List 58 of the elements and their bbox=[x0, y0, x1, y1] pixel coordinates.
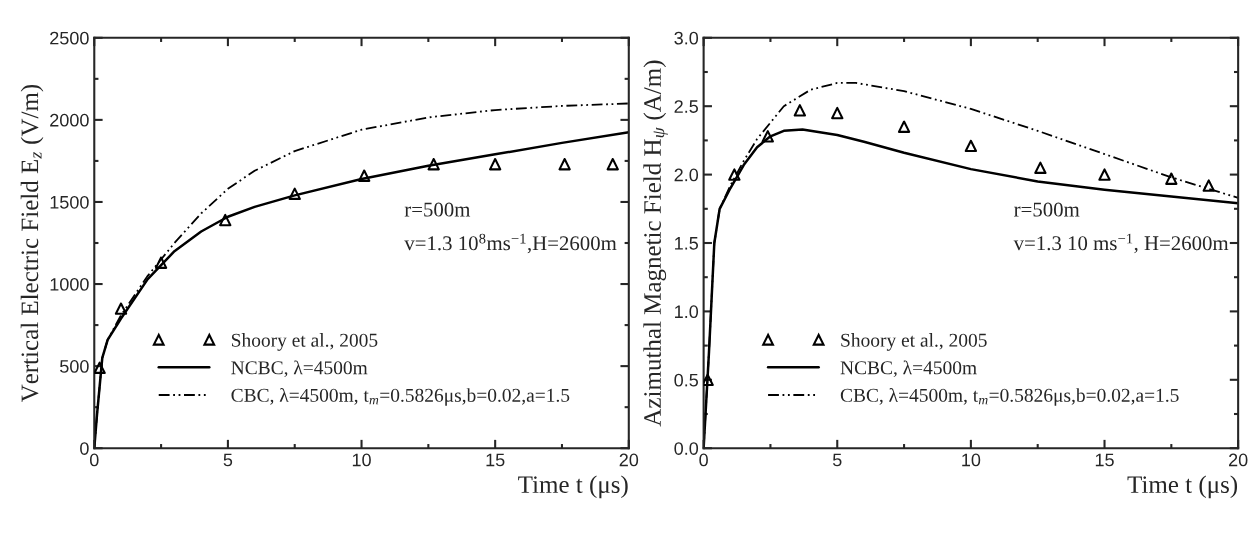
point bbox=[154, 256, 168, 269]
point bbox=[288, 187, 301, 200]
point bbox=[964, 139, 978, 153]
annotation: v=1.3 10$^{8}$ms$^{−1}$,H=2600m bbox=[404, 233, 617, 254]
y-tick-label: 1000 bbox=[50, 277, 89, 291]
annotation: r=500m bbox=[1014, 202, 1080, 217]
point bbox=[703, 373, 714, 386]
y-tick-label: 2.0 bbox=[674, 168, 699, 182]
x-axis-title: Time t (μs) bbox=[1127, 475, 1238, 499]
y-axis-title: Vertical Electric Field E$_{z}$ (V/m) bbox=[20, 84, 44, 403]
point bbox=[728, 168, 741, 181]
y-tick-label: 2000 bbox=[50, 113, 89, 127]
x-tick-label: 10 bbox=[352, 453, 371, 467]
y-tick-label: 2.5 bbox=[674, 100, 699, 113]
y-tick-label: 3.0 bbox=[674, 31, 699, 45]
point bbox=[1098, 168, 1111, 181]
x-tick-label: 0 bbox=[89, 453, 99, 467]
annotation: r=500m bbox=[404, 202, 471, 217]
x-tick-label: 15 bbox=[1095, 453, 1114, 467]
point bbox=[606, 158, 619, 171]
y-tick-label: 0.0 bbox=[674, 442, 699, 455]
point bbox=[897, 120, 911, 133]
legend-label: Shoory et al., 2005 bbox=[231, 333, 378, 351]
x-tick-label: 15 bbox=[486, 453, 505, 467]
point bbox=[219, 213, 232, 227]
x-tick-label: 5 bbox=[832, 453, 842, 467]
point bbox=[358, 169, 371, 182]
point bbox=[427, 158, 440, 171]
point bbox=[1202, 179, 1215, 192]
annotation: v=1.3 10 ms$^{−1}$, H=2600m bbox=[1013, 233, 1229, 254]
x-tick-label: 5 bbox=[223, 453, 233, 467]
point bbox=[114, 302, 128, 315]
y-tick-label: 2500 bbox=[50, 31, 89, 45]
x-tick-label: 10 bbox=[962, 453, 981, 467]
y-tick-label: 1.0 bbox=[675, 305, 699, 319]
point bbox=[488, 158, 502, 171]
legend-label: CBC, λ=4500m, t$_{m}$=0.5826μs,b=0.02,a=1.5 bbox=[231, 387, 570, 406]
point bbox=[1165, 172, 1178, 185]
point bbox=[1034, 161, 1047, 174]
x-tick-label: 20 bbox=[619, 453, 639, 467]
point bbox=[761, 130, 774, 143]
legend-label: NCBC, λ=4500m bbox=[840, 360, 977, 378]
y-tick-label: 1500 bbox=[50, 195, 89, 209]
y-axis-title: Azimuthal Magnetic Field H$_{ψ}$ (A/m) bbox=[643, 60, 668, 427]
legend-label: CBC, λ=4500m, t$_{m}$=0.5826μs,b=0.02,a=1.5 bbox=[840, 387, 1179, 406]
point bbox=[558, 158, 571, 171]
y-tick-label: 0 bbox=[80, 442, 89, 455]
point bbox=[831, 106, 844, 120]
point bbox=[94, 361, 106, 374]
x-tick-label: 20 bbox=[1229, 453, 1248, 467]
point bbox=[793, 104, 807, 117]
y-tick-label: 500 bbox=[60, 360, 89, 373]
legend-label: Shoory et al., 2005 bbox=[841, 333, 987, 351]
y-tick-label: 0.5 bbox=[674, 373, 699, 387]
x-axis-title: Time t (μs) bbox=[518, 475, 628, 499]
x-tick-label: 0 bbox=[699, 453, 708, 467]
y-tick-label: 1.5 bbox=[675, 237, 699, 250]
legend-label: NCBC, λ=4500m bbox=[231, 360, 368, 378]
